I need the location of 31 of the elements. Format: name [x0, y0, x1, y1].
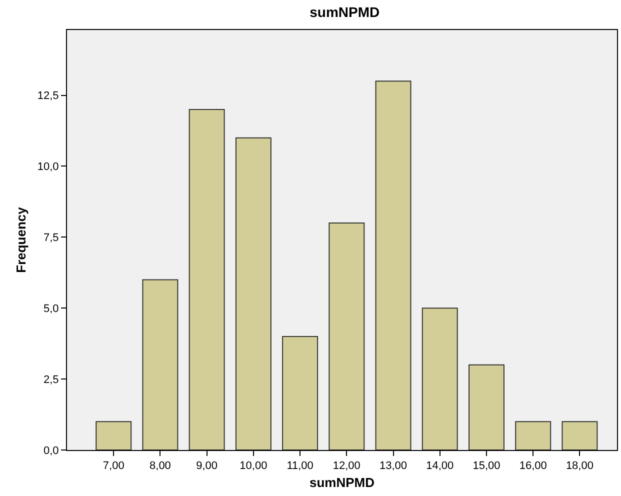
bar [562, 421, 598, 450]
bar [142, 279, 178, 450]
bar [188, 108, 225, 450]
y-tick-label: 10,0 [37, 161, 59, 174]
y-tick-label: 0,0 [44, 444, 59, 457]
x-tick-label: 8,00 [150, 460, 171, 472]
x-tick-label: 18,00 [566, 460, 594, 472]
chart-title: sumNPMD [310, 4, 380, 20]
y-tick-label: 7,5 [44, 232, 59, 244]
x-tick-label: 9,00 [196, 460, 218, 472]
bar [235, 137, 272, 450]
x-tick-label: 15,00 [472, 460, 500, 472]
y-tick-label: 2,5 [44, 374, 59, 386]
x-axis-title: sumNPMD [309, 474, 375, 490]
y-axis-title: Frequency [13, 206, 28, 273]
bar [96, 421, 132, 450]
y-tick-label: 12,5 [37, 90, 59, 102]
bar [422, 308, 458, 450]
bar [328, 222, 365, 450]
bar [282, 336, 318, 450]
bar [515, 421, 552, 450]
x-tick-label: 12,00 [332, 460, 360, 472]
x-tick-label: 10,00 [240, 460, 268, 472]
x-tick-label: 16,00 [519, 460, 547, 472]
x-tick-label: 11,00 [286, 460, 314, 472]
x-tick-label: 7,00 [102, 460, 124, 472]
y-tick-label: 5,0 [44, 302, 59, 315]
x-tick-label: 13,00 [380, 460, 408, 472]
x-tick-label: 14,00 [426, 460, 454, 472]
bar [375, 80, 412, 450]
bar [468, 364, 504, 450]
